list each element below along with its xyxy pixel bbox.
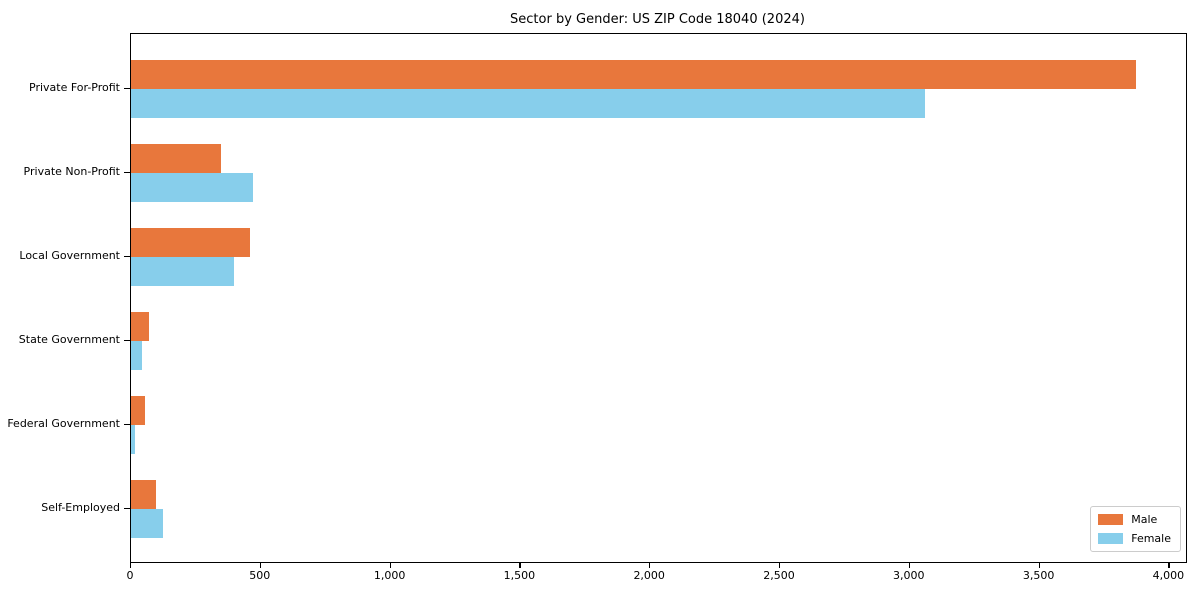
y-axis-label: Private Non-Profit xyxy=(23,165,120,178)
y-axis-tick xyxy=(124,424,130,426)
x-axis-label: 3,000 xyxy=(893,569,925,582)
legend-label-male: Male xyxy=(1131,513,1158,526)
y-axis-label: State Government xyxy=(18,333,120,346)
x-axis-tick xyxy=(778,562,781,568)
female-swatch xyxy=(1098,533,1124,544)
x-axis-tick xyxy=(1038,562,1040,568)
legend-label-female: Female xyxy=(1131,532,1171,545)
bar-female-private-for-profit xyxy=(131,89,926,118)
x-axis-label: 1,000 xyxy=(373,569,406,582)
bar-female-self-employed xyxy=(131,509,163,538)
x-axis-label: 3,500 xyxy=(1022,569,1055,582)
legend: Male Female xyxy=(1090,506,1181,552)
y-axis-label: Local Government xyxy=(19,249,120,262)
y-axis-tick xyxy=(124,88,130,90)
bar-female-state-government xyxy=(131,341,142,370)
x-axis-tick xyxy=(649,562,651,568)
bar-male-state-government xyxy=(131,312,149,341)
x-axis-tick xyxy=(908,562,910,568)
bar-male-private-non-profit xyxy=(131,144,221,173)
x-axis-label: 2,000 xyxy=(633,569,665,582)
x-axis-label: 2,500 xyxy=(763,569,795,582)
chart-title: Sector by Gender: US ZIP Code 18040 (202… xyxy=(510,12,805,27)
bar-female-federal-government xyxy=(131,425,135,454)
bar-female-private-non-profit xyxy=(131,173,253,202)
male-swatch xyxy=(1098,514,1124,525)
x-axis-label: 500 xyxy=(249,569,271,582)
x-axis-label: 1,500 xyxy=(503,569,536,582)
y-axis-label: Federal Government xyxy=(7,417,120,430)
bar-male-federal-government xyxy=(131,396,146,425)
y-axis-tick xyxy=(124,508,130,510)
y-axis-tick xyxy=(124,172,130,174)
y-axis-label: Self-Employed xyxy=(41,501,120,514)
x-axis-tick xyxy=(519,562,521,568)
bar-female-local-government xyxy=(131,257,234,286)
legend-item-male: Male xyxy=(1098,513,1171,526)
bar-male-self-employed xyxy=(131,480,156,509)
x-axis-label: 4,000 xyxy=(1152,569,1185,582)
bar-male-local-government xyxy=(131,228,251,257)
y-axis-tick xyxy=(124,340,130,342)
x-axis-tick xyxy=(389,562,391,568)
x-axis-label: 0 xyxy=(126,569,134,582)
bar-male-private-for-profit xyxy=(131,60,1136,89)
y-axis-label: Private For-Profit xyxy=(29,81,120,94)
bars-layer xyxy=(131,34,1186,562)
legend-item-female: Female xyxy=(1098,532,1171,545)
y-axis-tick xyxy=(124,256,130,258)
plot-area: Male Female xyxy=(130,33,1187,563)
x-axis-tick xyxy=(1168,562,1170,568)
x-axis-tick xyxy=(259,562,261,568)
x-axis-tick xyxy=(130,562,132,568)
